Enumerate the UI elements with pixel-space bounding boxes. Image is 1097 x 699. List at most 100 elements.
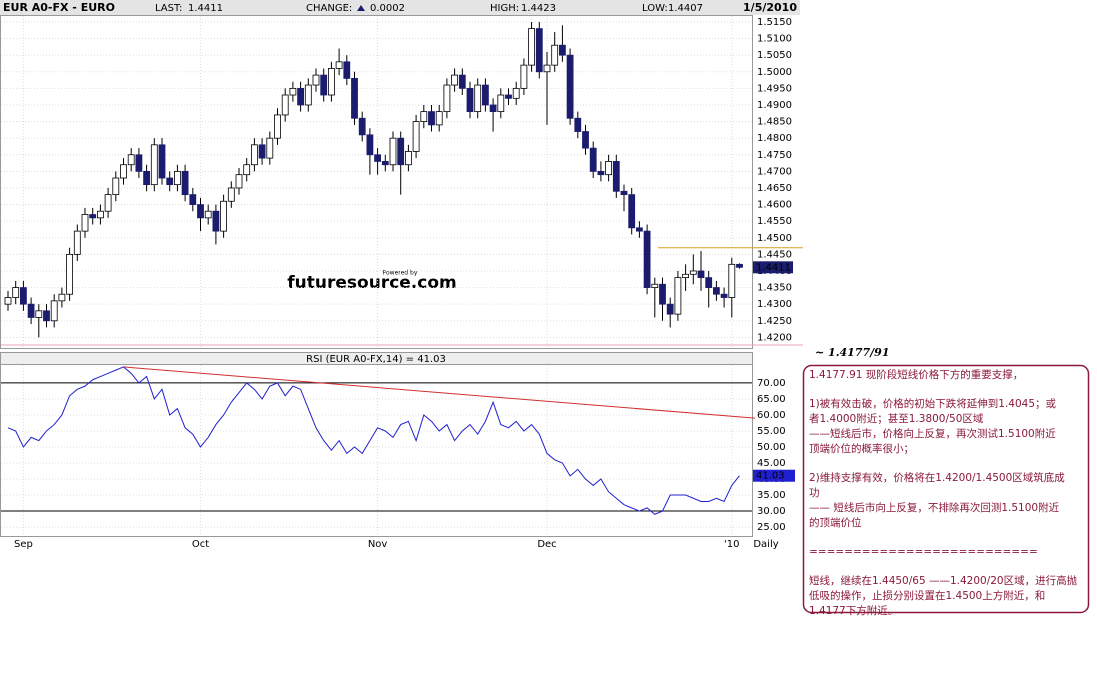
- candle-body: [112, 177, 120, 196]
- candle-body: [135, 154, 143, 172]
- x-tick-label: Sep: [14, 539, 33, 550]
- candle-body: [150, 144, 158, 186]
- candle-body: [528, 28, 535, 66]
- candle-body: [173, 170, 181, 186]
- candle-body: [143, 170, 151, 186]
- y-tick-label: 1.5050: [757, 50, 792, 61]
- y-tick-label: 1.4600: [757, 200, 792, 211]
- note-line: 1.4177.91 现阶段短线价格下方的重要支撑，: [809, 368, 1023, 381]
- candle-body: [689, 270, 697, 275]
- candle-body: [435, 111, 443, 126]
- rsi-tick-label: 55.00: [757, 426, 786, 437]
- candle-body: [659, 283, 666, 305]
- note-line: ——短线后市，价格向上反复，再次测试1.5100附近: [809, 427, 1056, 440]
- candle-body: [158, 144, 166, 179]
- note-line: —— 短线后市向上反复，不排除再次回测1.5100附近: [809, 501, 1060, 514]
- y-tick-label: 1.4300: [757, 299, 792, 310]
- rsi-trendline: [123, 366, 755, 419]
- candle-body: [397, 137, 405, 166]
- x-tick-label: Nov: [368, 539, 388, 550]
- candle-body: [343, 61, 351, 79]
- candle-body: [327, 68, 335, 96]
- candle-body: [12, 287, 20, 298]
- candle-body: [666, 303, 674, 315]
- low-label: LOW:: [642, 3, 668, 14]
- candle-body: [297, 87, 305, 106]
- y-tick-label: 1.4650: [757, 183, 792, 194]
- candle-body: [474, 84, 482, 113]
- x-tick-label: Dec: [537, 539, 556, 550]
- support-label: ~ 1.4177/91: [815, 346, 889, 359]
- up-arrow: [357, 5, 365, 11]
- rsi-tick-label: 60.00: [757, 410, 786, 421]
- header-bar: [0, 0, 800, 15]
- y-tick-label: 1.4700: [757, 166, 792, 177]
- candle-body: [166, 177, 174, 186]
- y-tick-label: 1.4450: [757, 249, 792, 260]
- y-tick-label: 1.4750: [757, 150, 792, 161]
- candle-body: [582, 131, 589, 149]
- candle-body: [243, 164, 251, 176]
- x-tick-label: Oct: [192, 539, 209, 550]
- candle-body: [574, 117, 582, 132]
- candle-body: [389, 137, 397, 166]
- note-line: 者1.4000附近；甚至1.3800/50区域: [809, 412, 984, 425]
- candle-body: [559, 44, 566, 56]
- note-line: 短线，继续在1.4450/65 ——1.4200/20区域，进行高抛: [809, 574, 1078, 587]
- candle-body: [605, 161, 612, 176]
- rsi-tick-label: 25.00: [757, 522, 786, 533]
- candle-body: [412, 121, 420, 152]
- candle-body: [220, 200, 228, 232]
- candle-body: [481, 84, 489, 106]
- y-tick-label: 1.5150: [757, 17, 792, 28]
- candle-body: [636, 227, 643, 232]
- y-tick-label: 1.4950: [757, 83, 792, 94]
- candle-body: [89, 214, 97, 219]
- candle-body: [35, 310, 43, 318]
- note-line: 顶端价位的概率很小；: [809, 442, 914, 455]
- candle-body: [466, 87, 474, 113]
- candle-body: [520, 64, 528, 89]
- note-line: 1)被有效击破，价格的初始下跌将延伸到1.4045；或: [809, 397, 1057, 410]
- y-tick-label: 1.5000: [757, 67, 792, 78]
- candle-body: [312, 74, 320, 86]
- candle-body: [19, 287, 27, 305]
- candle-body: [366, 134, 374, 156]
- candle-body: [551, 44, 559, 66]
- candle-body: [420, 111, 428, 122]
- candle-body: [497, 94, 505, 113]
- rsi-tick-label: 50.00: [757, 442, 786, 453]
- candle-body: [197, 204, 204, 219]
- rsi-line: [7, 366, 740, 515]
- candle-body: [697, 270, 705, 279]
- candle-body: [381, 161, 389, 166]
- candle-body: [543, 64, 551, 73]
- change-label: CHANGE:: [306, 3, 352, 14]
- candle-body: [235, 174, 243, 189]
- low: 1.4407: [668, 3, 703, 14]
- candle-body: [705, 277, 713, 288]
- rsi-tick-label: 35.00: [757, 490, 786, 501]
- candle-body: [489, 104, 497, 113]
- candle-body: [250, 144, 258, 166]
- note-line: 功: [809, 487, 820, 499]
- candle-body: [651, 283, 659, 288]
- rsi-last-box: [753, 469, 795, 482]
- candle-body: [612, 161, 620, 192]
- candle-body: [50, 300, 58, 322]
- candle-body: [227, 187, 235, 202]
- y-tick-label: 1.5100: [757, 34, 792, 45]
- last-price-box: [753, 261, 793, 274]
- candle-body: [535, 28, 543, 73]
- candle-body: [81, 214, 89, 232]
- y-tick-label: 1.4800: [757, 133, 792, 144]
- candle-body: [66, 253, 73, 295]
- rsi-panel: [0, 364, 753, 537]
- title: EUR A0-FX - EURO: [3, 1, 115, 14]
- note-line: ==========================: [809, 546, 1038, 558]
- y-tick-label: 1.4250: [757, 316, 792, 327]
- note-line: 的顶端价位: [809, 516, 862, 529]
- y-tick-label: 1.4850: [757, 117, 792, 128]
- last: 1.4411: [188, 3, 223, 14]
